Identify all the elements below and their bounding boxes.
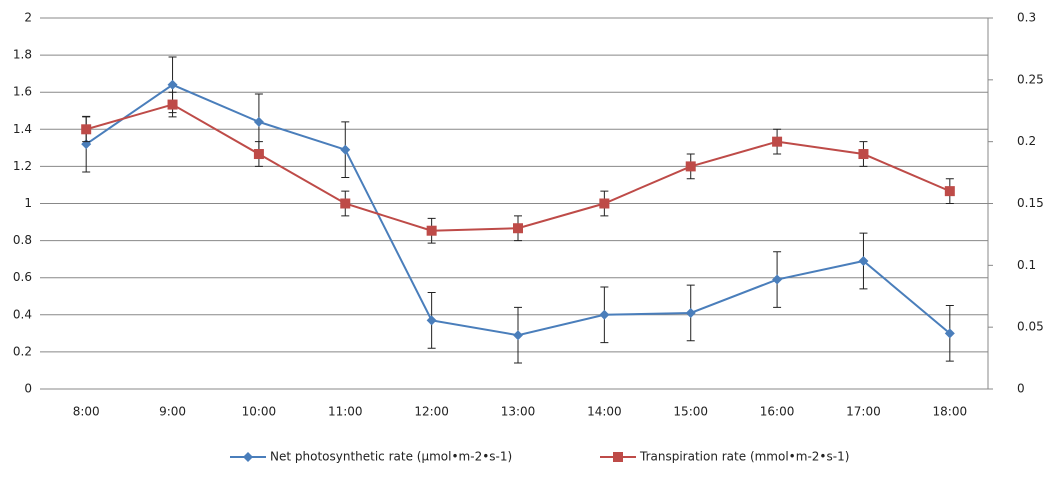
x-tick-label: 10:00 [242, 405, 277, 419]
x-tick-label: 11:00 [328, 405, 363, 419]
marker [513, 330, 523, 341]
y-tick-label: 1.2 [13, 159, 32, 173]
marker [858, 256, 869, 267]
marker [426, 225, 437, 236]
marker [340, 198, 351, 209]
marker [599, 198, 610, 209]
x-tick-label: 14:00 [587, 405, 622, 419]
legend-label: Transpiration rate (mmol•m-2•s-1) [639, 450, 849, 464]
y-tick-label: 0.8 [13, 233, 32, 247]
marker [340, 144, 351, 155]
y-tick-label: 0.4 [13, 307, 32, 321]
y2-tick-label: 0.2 [1017, 134, 1036, 148]
marker [772, 274, 783, 285]
y-tick-label: 1.8 [13, 48, 32, 62]
marker [685, 161, 696, 172]
y2-tick-label: 0.1 [1017, 258, 1036, 272]
y-tick-label: 2 [24, 11, 32, 25]
x-tick-label: 18:00 [933, 405, 968, 419]
marker [599, 309, 610, 320]
marker [613, 452, 623, 462]
marker [167, 99, 178, 110]
x-tick-label: 12:00 [414, 405, 449, 419]
y-tick-label: 1.4 [13, 122, 32, 136]
marker [685, 307, 696, 318]
y-tick-label: 0.2 [13, 344, 32, 358]
y2-tick-label: 0 [1017, 382, 1025, 396]
marker [944, 328, 955, 339]
marker [513, 223, 523, 234]
marker [253, 149, 264, 160]
x-tick-label: 16:00 [760, 405, 795, 419]
series-line [85, 83, 951, 337]
x-tick-label: 15:00 [673, 405, 708, 419]
series [81, 56, 955, 364]
legend-label: Net photosynthetic rate (μmol•m-2•s-1) [270, 450, 512, 464]
x-tick-label: 9:00 [159, 405, 186, 419]
marker [81, 124, 92, 135]
marker [858, 149, 869, 160]
x-tick-label: 13:00 [501, 405, 536, 419]
x-tick-label: 17:00 [846, 405, 881, 419]
marker [772, 136, 783, 147]
y2-tick-label: 0.25 [1017, 72, 1044, 86]
marker [944, 186, 955, 197]
y2-tick-label: 0.05 [1017, 320, 1044, 334]
series [81, 91, 955, 244]
marker [243, 452, 253, 462]
y-tick-label: 1.6 [13, 85, 32, 99]
x-tick-label: 8:00 [73, 405, 100, 419]
marker [253, 116, 264, 127]
y-tick-label: 0 [24, 382, 32, 396]
y-tick-label: 0.6 [13, 270, 32, 284]
y2-tick-label: 0.3 [1017, 11, 1036, 25]
y2-tick-label: 0.15 [1017, 196, 1044, 210]
marker [167, 79, 178, 90]
y-tick-label: 1 [24, 196, 32, 210]
marker [426, 315, 437, 326]
series-line [85, 103, 951, 232]
